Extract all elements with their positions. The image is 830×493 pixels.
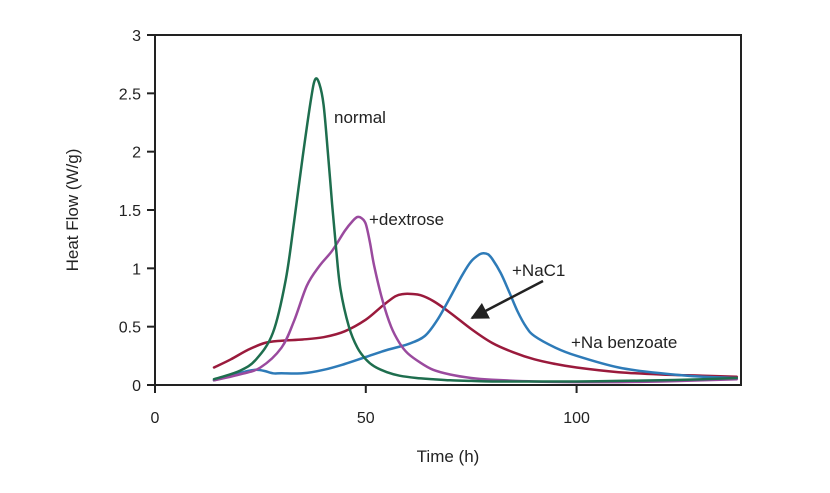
y-tick-label: 2	[132, 145, 141, 162]
series-lines	[212, 77, 739, 384]
series-line-na-benzoate	[212, 251, 739, 382]
label-dextrose: +dextrose	[369, 210, 444, 229]
series-line-nac1	[212, 292, 739, 379]
nacl-pointer-arrow	[470, 279, 544, 320]
y-axis-title: Heat Flow (W/g)	[63, 149, 82, 272]
x-tick-label: 0	[151, 410, 160, 427]
y-tick-label: 1.5	[119, 203, 141, 220]
series-line-normal	[212, 77, 739, 383]
y-axis: 0 0.5 1 1.5 2 2.5 3	[119, 28, 155, 395]
y-tick-label: 3	[132, 28, 141, 45]
label-nacl: +NaC1	[512, 261, 565, 280]
x-tick-label: 100	[563, 410, 590, 427]
label-na-benzoate: +Na benzoate	[571, 333, 677, 352]
y-tick-label: 2.5	[119, 86, 141, 103]
y-tick-label: 0	[132, 378, 141, 395]
x-axis: 0 50 100	[151, 385, 590, 427]
x-axis-title: Time (h)	[417, 447, 480, 466]
label-normal: normal	[334, 108, 386, 127]
y-tick-label: 0.5	[119, 320, 141, 337]
y-tick-label: 1	[132, 261, 141, 278]
x-tick-label: 50	[357, 410, 375, 427]
